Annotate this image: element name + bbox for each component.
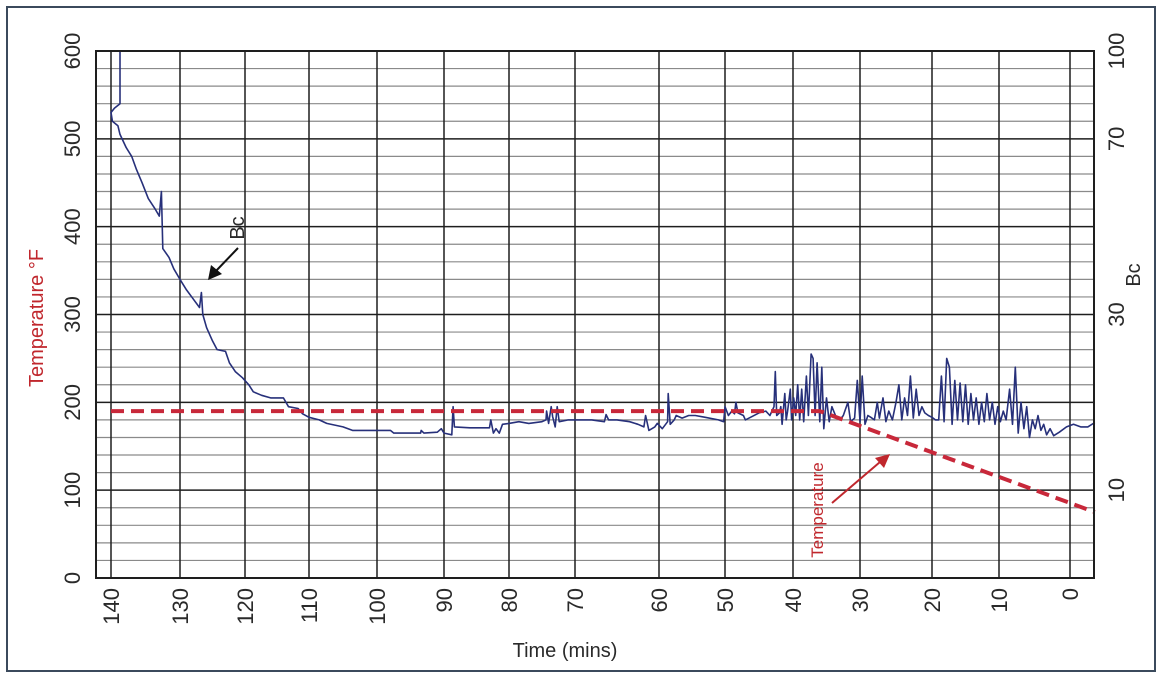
- grid-major-lines: [96, 51, 1094, 578]
- y2-tick-label: 30: [1104, 302, 1129, 326]
- x-tick-label: 50: [713, 588, 738, 612]
- x-tick-label: 100: [365, 588, 390, 625]
- x-tick-label: 10: [987, 588, 1012, 612]
- y-tick-label: 200: [60, 384, 85, 421]
- x-tick-label: 140: [99, 588, 124, 625]
- y-axis-ticks-left: 0 100 200 300 400 500 600: [60, 33, 85, 584]
- y-tick-label: 300: [60, 296, 85, 333]
- x-tick-label: 40: [781, 588, 806, 612]
- bc-arrowhead-icon: [208, 265, 222, 280]
- x-tick-label: 0: [1058, 588, 1083, 600]
- x-axis-title: Time (mins): [513, 640, 618, 662]
- y-tick-label: 0: [60, 572, 85, 584]
- temperature-annotation-label: Temperature: [808, 462, 827, 557]
- plot-border: [95, 50, 1095, 579]
- y-axis-ticks-right: 100 70 30 10: [1104, 33, 1129, 503]
- x-tick-label: 130: [168, 588, 193, 625]
- series-bc-line: [110, 51, 1096, 439]
- x-tick-label: 120: [233, 588, 258, 625]
- bc-annotation: Bc: [208, 216, 249, 280]
- y2-axis-title: Bc: [1123, 263, 1145, 286]
- temperature-annotation: Temperature: [808, 454, 890, 558]
- x-tick-label: 80: [497, 588, 522, 612]
- y-tick-label: 600: [60, 33, 85, 70]
- y2-tick-label: 10: [1104, 478, 1129, 502]
- x-tick-label: 70: [563, 588, 588, 612]
- y2-tick-label: 100: [1104, 33, 1129, 70]
- y-axis-title: Temperature °F: [26, 249, 48, 387]
- y-tick-label: 100: [60, 472, 85, 509]
- bc-annotation-label: Bc: [227, 216, 249, 239]
- x-tick-label: 90: [432, 588, 457, 612]
- x-tick-label: 20: [920, 588, 945, 612]
- y2-tick-label: 70: [1104, 127, 1129, 151]
- series-layer: [110, 51, 1096, 514]
- bc-arrow-icon: [214, 247, 239, 273]
- temperature-arrow-icon: [831, 461, 881, 504]
- series-temperature-line: [111, 409, 1096, 514]
- y-tick-label: 400: [60, 208, 85, 245]
- temperature-arrowhead-icon: [875, 454, 890, 468]
- x-tick-label: 30: [848, 588, 873, 612]
- x-tick-label: 60: [647, 588, 672, 612]
- x-axis-ticks: 140 130 120 110 100 90 80 70 60 50 40 30 20 10 0: [99, 588, 1083, 625]
- y-tick-label: 500: [60, 120, 85, 157]
- x-tick-label: 110: [297, 588, 322, 623]
- grid-minor-lines: [96, 67, 1094, 562]
